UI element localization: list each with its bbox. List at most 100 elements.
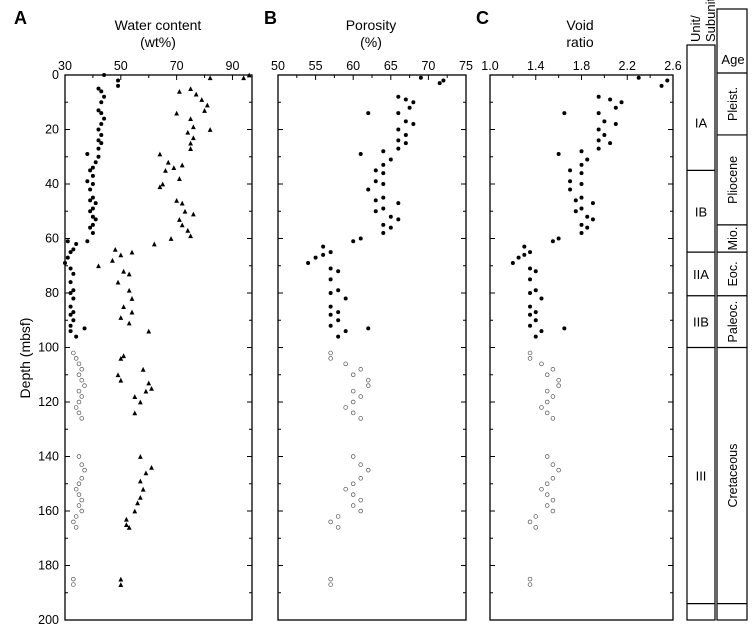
data-point-dot [411, 100, 416, 105]
data-point-open-circle [539, 361, 544, 367]
data-point-open-circle [328, 356, 333, 361]
unit-intervals: IA IB IIA IIB III [687, 116, 715, 605]
data-point-open-circle [343, 361, 348, 367]
data-point-triangle [188, 146, 193, 151]
data-point-dot [63, 261, 67, 266]
data-point-dot [533, 318, 538, 323]
data-point-triangle [126, 271, 132, 277]
data-point-open-circle [350, 399, 356, 405]
data-point-open-circle [328, 350, 333, 356]
data-point-open-circle [527, 350, 533, 356]
data-point-triangle [118, 315, 124, 320]
data-point-triangle [177, 88, 182, 94]
data-point-triangle [129, 249, 135, 255]
data-point-dot [381, 222, 386, 227]
age-label: Eoc. [726, 261, 740, 286]
data-point-dot [88, 187, 93, 192]
data-point-dot [85, 152, 90, 157]
data-point-dot [579, 162, 584, 167]
data-point-open-circle [350, 492, 356, 497]
data-point-dot [306, 261, 311, 266]
data-point-dot [336, 288, 341, 293]
data-point-triangle [151, 241, 157, 247]
data-point-dot [358, 152, 363, 157]
data-point-open-circle [544, 388, 550, 394]
data-point-triangle [115, 279, 121, 285]
data-point-dot [99, 122, 104, 127]
data-point-open-circle [79, 462, 84, 467]
data-point-open-circle [550, 462, 556, 467]
data-point-open-circle [79, 394, 84, 399]
data-point-dot [381, 171, 386, 176]
data-point-open-circle [544, 454, 550, 459]
data-point-triangle [132, 508, 138, 514]
data-point-dot [88, 198, 93, 203]
unit-column-frame [686, 44, 716, 621]
data-point-open-circle [76, 388, 82, 394]
data-point-triangle [207, 127, 213, 132]
data-point-dot [116, 78, 121, 83]
data-point-dot [608, 97, 613, 102]
panel-c-letter: C [476, 8, 489, 28]
data-point-dot [396, 146, 401, 151]
data-point-dot [68, 323, 73, 328]
data-point-dot [71, 271, 76, 276]
data-point-dot [396, 217, 401, 222]
data-point-triangle [118, 377, 124, 383]
depth-tick-label: 100 [38, 341, 59, 355]
data-point-triangle [177, 217, 182, 222]
data-point-open-circle [550, 416, 556, 421]
data-point-dot [65, 239, 70, 244]
data-point-dot [68, 291, 73, 295]
data-point-dot [328, 304, 333, 309]
data-point-dot [596, 127, 601, 132]
data-point-triangle [190, 211, 196, 217]
data-point-triangle [185, 129, 191, 135]
data-point-dot [99, 132, 104, 137]
data-point-dot [585, 157, 590, 162]
data-point-dot [441, 78, 446, 83]
data-point-dot [99, 141, 104, 146]
panel-c-title-line1: Void [566, 17, 593, 33]
data-point-dot [539, 296, 544, 301]
data-point-triangle [168, 236, 174, 241]
data-point-dot [437, 81, 442, 86]
data-point-open-circle [358, 416, 363, 421]
data-point-dot [90, 222, 95, 227]
data-point-dot [528, 250, 533, 255]
data-point-dot [528, 266, 533, 271]
data-point-open-circle [335, 514, 341, 519]
data-point-dot [516, 255, 521, 260]
data-point-triangle [121, 268, 127, 274]
data-point-triangle [199, 97, 205, 102]
panel-a-letter: A [14, 8, 27, 28]
data-point-dot [328, 250, 333, 255]
data-point-open-circle [358, 367, 363, 372]
data-point-dot [568, 187, 573, 192]
data-point-triangle [171, 165, 177, 171]
depth-tick-label: 180 [38, 559, 59, 573]
data-point-open-circle [73, 356, 79, 361]
data-point-triangle [118, 356, 124, 361]
unit-label: IIA [693, 267, 709, 282]
data-point-triangle [126, 320, 132, 326]
data-point-dot [568, 168, 573, 173]
data-point-dot [71, 296, 76, 301]
data-point-dot [528, 312, 533, 317]
data-point-dot [71, 318, 76, 323]
unit-label: III [696, 469, 707, 484]
data-point-dot [321, 244, 326, 249]
data-point-triangle [177, 176, 182, 181]
panel-b-x-tick-label: 70 [421, 59, 435, 73]
data-point-triangle [118, 252, 124, 258]
panel-c-x-tick-label: 2.6 [664, 59, 681, 73]
data-point-dot [533, 269, 538, 274]
depth-tick-label: 20 [45, 123, 59, 137]
data-point-open-circle [527, 576, 533, 582]
age-label: Mio. [726, 227, 740, 251]
age-label: Pliocene [726, 156, 740, 204]
data-point-open-circle [544, 399, 550, 405]
unit-label: IB [695, 204, 707, 219]
data-point-dot [528, 277, 533, 282]
